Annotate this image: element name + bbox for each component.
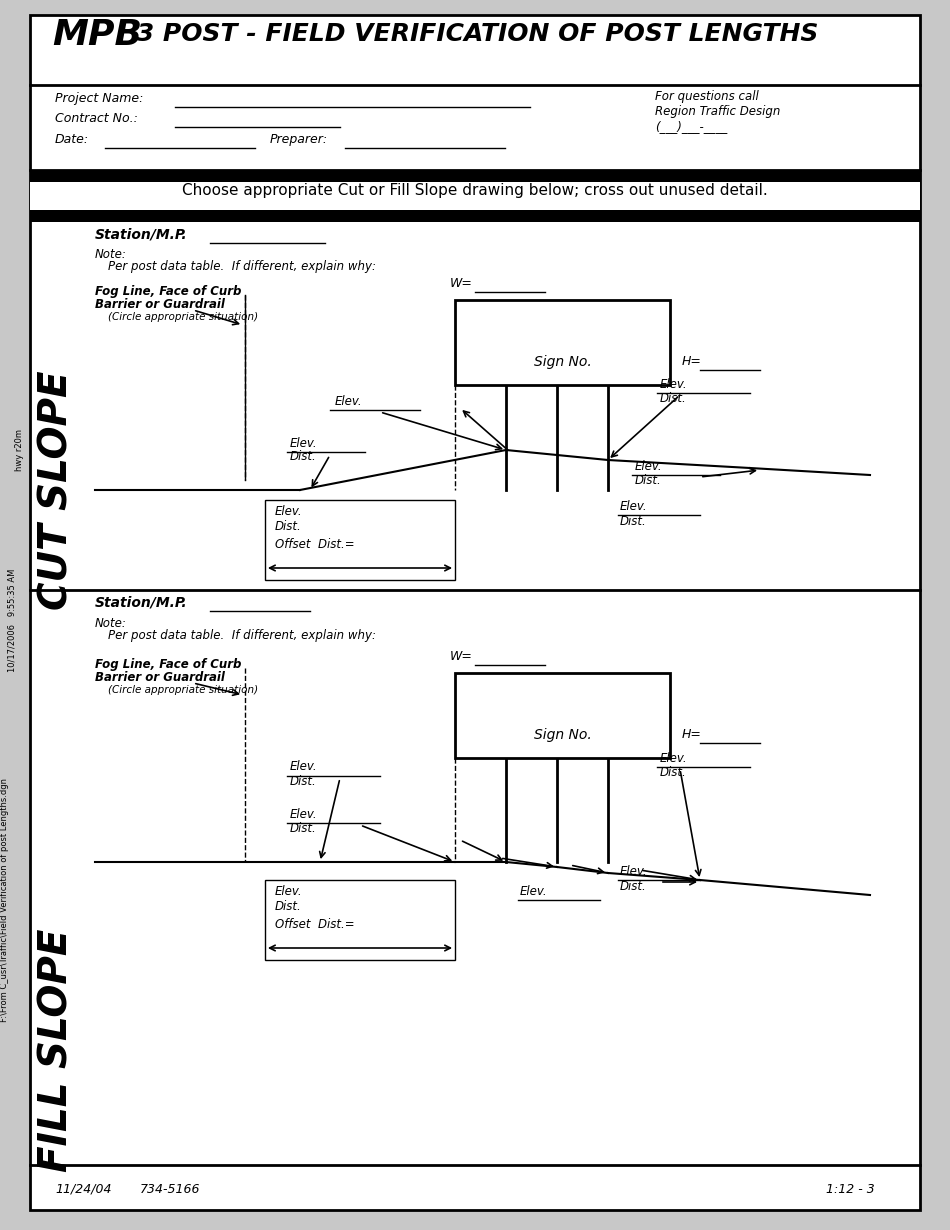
Text: Date:: Date: <box>55 133 89 146</box>
Text: Elev.: Elev. <box>620 501 648 513</box>
Text: Offset  Dist.=: Offset Dist.= <box>275 918 354 931</box>
Text: Dist.: Dist. <box>290 822 316 835</box>
Text: MPB: MPB <box>52 18 142 52</box>
Text: Station/M.P.: Station/M.P. <box>95 597 188 610</box>
Text: 734-5166: 734-5166 <box>140 1183 200 1196</box>
Text: For questions call
Region Traffic Design
(___)___-____: For questions call Region Traffic Design… <box>655 90 780 133</box>
Text: Contract No.:: Contract No.: <box>55 112 138 125</box>
Text: Fog Line, Face of Curb: Fog Line, Face of Curb <box>95 658 241 672</box>
Text: Fog Line, Face of Curb: Fog Line, Face of Curb <box>95 285 241 298</box>
Text: Dist.: Dist. <box>275 900 302 913</box>
Text: Elev.: Elev. <box>290 808 317 820</box>
Text: Barrier or Guardrail: Barrier or Guardrail <box>95 298 225 311</box>
Text: Elev.: Elev. <box>335 395 363 408</box>
Text: 11/24/04: 11/24/04 <box>55 1183 111 1196</box>
Text: FILL SLOPE: FILL SLOPE <box>37 929 75 1172</box>
Text: Dist.: Dist. <box>620 515 647 528</box>
Text: Choose appropriate Cut or Fill Slope drawing below; cross out unused detail.: Choose appropriate Cut or Fill Slope dra… <box>182 183 768 198</box>
Text: Elev.: Elev. <box>290 760 317 772</box>
Text: Dist.: Dist. <box>660 392 687 405</box>
Text: Preparer:: Preparer: <box>270 133 328 146</box>
Text: Offset  Dist.=: Offset Dist.= <box>275 538 354 551</box>
Text: Elev.: Elev. <box>290 437 317 450</box>
Text: Station/M.P.: Station/M.P. <box>95 228 188 242</box>
Text: Elev.: Elev. <box>520 886 547 898</box>
Text: Dist.: Dist. <box>620 879 647 893</box>
Text: W=: W= <box>450 649 473 663</box>
Bar <box>455 300 670 385</box>
Text: F:\From C_usr\Traffic\Field Verification of post Lengths.dgn: F:\From C_usr\Traffic\Field Verification… <box>1 779 10 1022</box>
Text: Barrier or Guardrail: Barrier or Guardrail <box>95 672 225 684</box>
Text: CUT SLOPE: CUT SLOPE <box>37 370 75 610</box>
Text: Elev.: Elev. <box>275 886 303 898</box>
Text: Sign No.: Sign No. <box>534 728 591 742</box>
Text: H=: H= <box>682 728 702 740</box>
Text: hwy r20m: hwy r20m <box>15 429 25 471</box>
Bar <box>265 501 455 581</box>
Bar <box>30 170 920 182</box>
Text: Elev.: Elev. <box>660 378 688 391</box>
Text: Elev.: Elev. <box>635 460 663 474</box>
Text: W=: W= <box>450 277 473 290</box>
Text: Note:: Note: <box>95 248 127 261</box>
Bar <box>265 879 455 959</box>
Text: Dist.: Dist. <box>290 450 316 462</box>
Bar <box>30 182 920 210</box>
Text: H=: H= <box>682 355 702 368</box>
Text: Elev.: Elev. <box>660 752 688 765</box>
Text: Elev.: Elev. <box>275 506 303 518</box>
Text: Note:: Note: <box>95 617 127 630</box>
Text: (Circle appropriate situation): (Circle appropriate situation) <box>108 312 258 322</box>
Text: Per post data table.  If different, explain why:: Per post data table. If different, expla… <box>108 629 376 642</box>
Text: Dist.: Dist. <box>290 775 316 788</box>
Text: Dist.: Dist. <box>635 474 662 487</box>
Text: Project Name:: Project Name: <box>55 92 143 105</box>
Text: Per post data table.  If different, explain why:: Per post data table. If different, expla… <box>108 260 376 273</box>
Text: 3 POST - FIELD VERIFICATION OF POST LENGTHS: 3 POST - FIELD VERIFICATION OF POST LENG… <box>128 22 818 46</box>
Text: (Circle appropriate situation): (Circle appropriate situation) <box>108 685 258 695</box>
Bar <box>455 673 670 758</box>
Text: Dist.: Dist. <box>275 520 302 533</box>
Text: Sign No.: Sign No. <box>534 355 591 369</box>
Bar <box>30 210 920 221</box>
Text: Elev.: Elev. <box>620 865 648 878</box>
Text: 1:12 - 3: 1:12 - 3 <box>826 1183 875 1196</box>
Text: Dist.: Dist. <box>660 766 687 779</box>
Text: 10/17/2006   9:55:35 AM: 10/17/2006 9:55:35 AM <box>8 568 16 672</box>
